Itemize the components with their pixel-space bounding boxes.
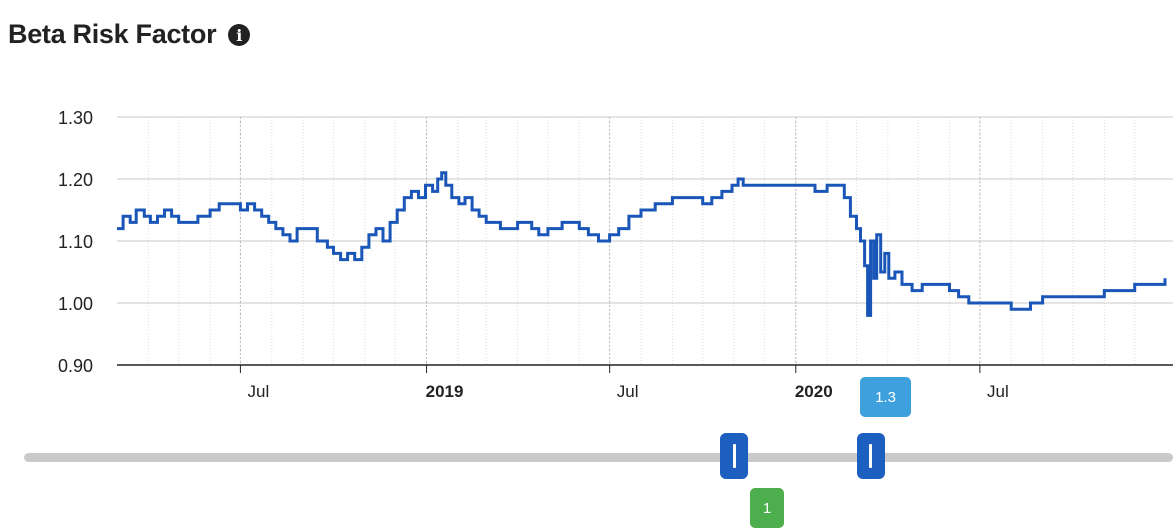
y-tick-label: 1.00 <box>58 294 93 314</box>
major-gridlines <box>117 116 1173 365</box>
x-tick-label: Jul <box>987 382 1009 401</box>
x-tick-label: 2020 <box>795 382 833 401</box>
y-tick-label: 1.30 <box>58 108 93 128</box>
y-tick-label: 1.20 <box>58 170 93 190</box>
chart-title: Beta Risk Factor <box>8 18 217 49</box>
x-tick-label: Jul <box>248 382 270 401</box>
y-tick-label: 1.10 <box>58 232 93 252</box>
info-icon[interactable]: i <box>228 24 251 46</box>
x-tick-label: 2019 <box>426 382 464 401</box>
series-line-beta <box>117 171 1167 317</box>
handle-grip <box>732 444 736 468</box>
range-slider-start-handle[interactable] <box>720 433 749 479</box>
y-axis-ticks: 1.30 1.20 1.10 1.00 0.90 <box>58 108 93 376</box>
range-slider-track[interactable] <box>24 453 1173 462</box>
handle-grip <box>869 444 873 468</box>
x-axis-ticks: Jul 2019 Jul 2020 Jul <box>239 365 1009 401</box>
x-tick-label: Jul <box>617 382 639 401</box>
chart-header: Beta Risk Factor i <box>8 14 251 54</box>
end-handle-badge: 1.3 <box>860 377 911 417</box>
y-tick-label: 0.90 <box>58 356 93 376</box>
range-slider-end-handle[interactable] <box>856 433 885 479</box>
beta-line-chart: 1.30 1.20 1.10 1.00 0.90 Jul 2019 Jul 2020 Jul <box>58 108 1173 401</box>
start-handle-badge: 1 <box>750 488 784 528</box>
